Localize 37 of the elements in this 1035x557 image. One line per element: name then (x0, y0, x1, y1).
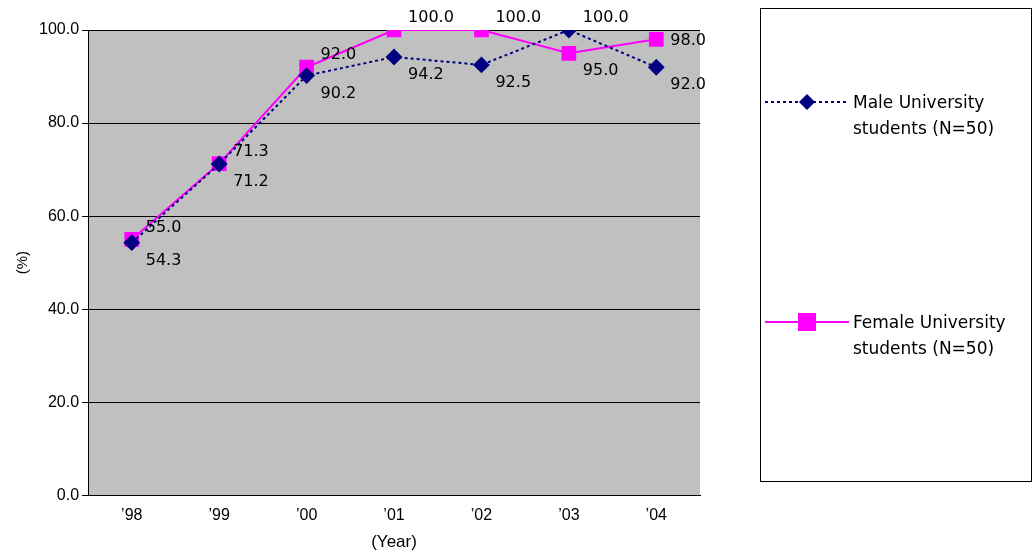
x-tick-label: ’04 (645, 506, 668, 524)
data-label: 54.3 (145, 249, 182, 269)
point (473, 56, 490, 73)
y-axis-title: (%) (13, 251, 31, 275)
data-label: 92.5 (495, 72, 532, 92)
data-label: 100.0 (495, 7, 542, 27)
y-tick-label: 60.0 (47, 206, 80, 224)
y-tick-label: 100.0 (38, 20, 80, 38)
x-tick-label: ’00 (295, 506, 318, 524)
x-tick-label: ’03 (558, 506, 580, 524)
point (648, 31, 664, 47)
data-label: 95.0 (582, 60, 619, 80)
x-tick-label: ’01 (383, 506, 405, 524)
point (386, 48, 403, 65)
point (123, 234, 140, 251)
point (561, 45, 577, 61)
x-tick-label: ’98 (121, 506, 143, 524)
data-label: 94.2 (408, 64, 444, 84)
x-tick-label: ’02 (470, 506, 493, 524)
y-tick-label: 40.0 (47, 299, 80, 317)
data-label: 71.2 (233, 171, 269, 191)
legend-label: Male University students (N=50) (853, 91, 996, 140)
y-tick-label: 20.0 (47, 392, 80, 410)
data-label: 98.0 (670, 30, 706, 50)
y-tick-label: 80.0 (47, 113, 80, 131)
y-tick-label: 0.0 (56, 485, 80, 503)
data-label: 71.3 (233, 140, 269, 160)
legend-label: Female University students (N=50) (853, 311, 1007, 360)
point (648, 59, 665, 76)
point (298, 67, 315, 84)
x-tick-label: ’99 (208, 506, 230, 524)
data-label: 92.0 (670, 74, 706, 94)
data-label: 55.0 (145, 216, 182, 236)
data-label: 100.0 (582, 7, 629, 27)
data-label: 100.0 (408, 7, 454, 27)
x-axis-title: (Year) (371, 532, 417, 552)
data-label: 90.2 (320, 82, 357, 102)
